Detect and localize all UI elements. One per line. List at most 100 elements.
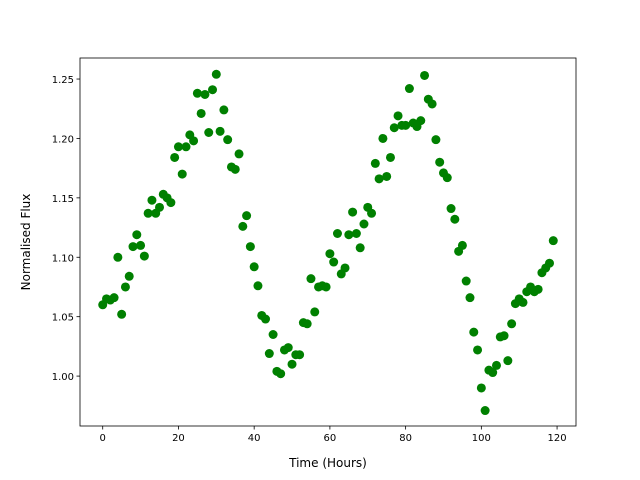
x-tick-label: 0 [100, 433, 106, 444]
point [385, 152, 395, 162]
point [113, 252, 123, 262]
point [378, 133, 388, 143]
point [374, 174, 384, 184]
point [238, 221, 248, 231]
point [139, 251, 149, 261]
point [488, 368, 498, 378]
point [132, 230, 142, 240]
point [219, 105, 229, 115]
point [249, 262, 259, 272]
point [295, 350, 305, 360]
point [253, 281, 263, 291]
point [261, 314, 271, 324]
point [431, 135, 441, 145]
point [173, 142, 183, 152]
point [435, 157, 445, 167]
point [181, 142, 191, 152]
point [170, 152, 180, 162]
point [136, 240, 146, 250]
point [465, 293, 475, 303]
point [204, 128, 214, 138]
point [223, 135, 233, 145]
point [302, 319, 312, 329]
point [283, 343, 293, 353]
x-tick-label: 40 [248, 433, 261, 444]
point [544, 258, 554, 268]
point [480, 406, 490, 416]
point [234, 149, 244, 159]
point [367, 208, 377, 218]
point [329, 257, 339, 267]
point [128, 242, 138, 252]
point [476, 383, 486, 393]
x-tick-label: 80 [399, 433, 412, 444]
plot-frame [79, 57, 577, 427]
y-tick-label: 1.15 [52, 194, 74, 205]
point [389, 123, 399, 133]
point [469, 327, 479, 337]
point [548, 236, 558, 246]
point [442, 173, 452, 183]
point [245, 242, 255, 252]
point [215, 126, 225, 136]
point [416, 116, 426, 126]
point [332, 229, 342, 239]
point [155, 202, 165, 212]
point [268, 330, 278, 340]
point [147, 195, 157, 205]
point [310, 307, 320, 317]
point [321, 282, 331, 292]
point [242, 211, 252, 221]
point [264, 349, 274, 359]
point [344, 230, 354, 240]
point [404, 84, 414, 94]
point [461, 276, 471, 286]
point [401, 120, 411, 130]
point [196, 108, 206, 118]
point [420, 70, 430, 80]
y-tick-label: 1.05 [52, 313, 74, 324]
point [177, 169, 187, 179]
point [355, 243, 365, 253]
x-axis-label: Time (Hours) [288, 456, 367, 470]
point [507, 319, 517, 329]
point [117, 309, 127, 319]
point [192, 88, 202, 98]
y-tick-label: 1.00 [52, 372, 74, 383]
x-tick-label: 120 [548, 433, 567, 444]
point [143, 208, 153, 218]
point [491, 360, 501, 370]
y-tick-label: 1.10 [52, 253, 74, 264]
point [359, 219, 369, 229]
point [124, 271, 134, 281]
point [473, 345, 483, 355]
y-axis-label: Normalised Flux [19, 194, 33, 291]
point [200, 89, 210, 99]
point [211, 69, 221, 79]
point [393, 111, 403, 121]
point [533, 284, 543, 294]
point [351, 229, 361, 239]
point [208, 85, 218, 95]
point [109, 293, 119, 303]
x-tick-label: 20 [172, 433, 185, 444]
point [340, 263, 350, 273]
point [325, 249, 335, 259]
point [499, 331, 509, 341]
y-tick-label: 1.25 [52, 75, 74, 86]
point [382, 171, 392, 181]
point [120, 282, 130, 292]
point [446, 204, 456, 214]
point [370, 158, 380, 168]
point [427, 99, 437, 109]
point [189, 136, 199, 146]
point [518, 297, 528, 307]
point [306, 274, 316, 284]
x-tick-label: 100 [472, 433, 491, 444]
x-tick-label: 60 [324, 433, 337, 444]
point [230, 164, 240, 174]
point [457, 240, 467, 250]
point [276, 369, 286, 379]
